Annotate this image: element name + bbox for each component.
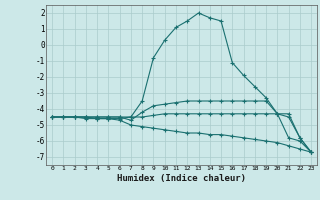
X-axis label: Humidex (Indice chaleur): Humidex (Indice chaleur) bbox=[117, 174, 246, 183]
